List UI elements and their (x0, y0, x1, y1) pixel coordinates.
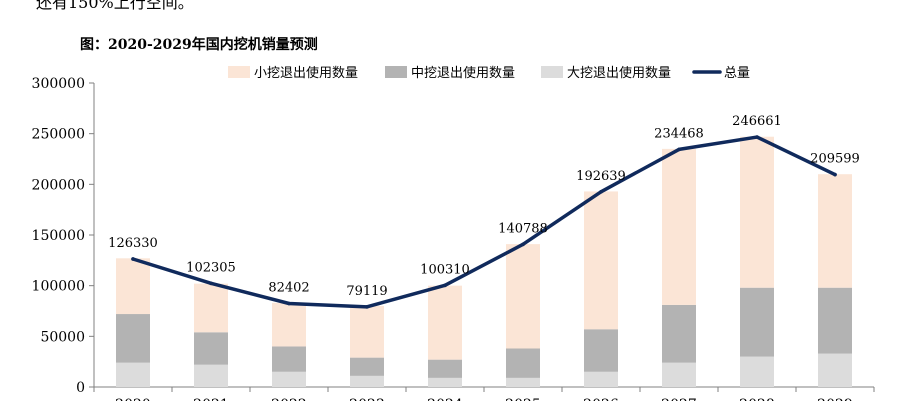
y-tick-label: 250000 (32, 127, 85, 143)
total-data-label: 209599 (810, 152, 860, 167)
total-line (131, 135, 837, 309)
bar-segment (662, 362, 696, 387)
bar-segment (584, 191, 618, 330)
intro-text: 还有150%上行空间。 (36, 0, 194, 12)
bar-segment (428, 359, 462, 378)
total-point (599, 189, 603, 194)
bar-segment (116, 362, 150, 387)
bar-segment (818, 287, 852, 354)
bar-segment (428, 377, 462, 387)
total-point (833, 172, 837, 177)
bar-segment (116, 258, 150, 315)
total-data-label: 192639 (576, 169, 626, 184)
legend-swatch (228, 66, 250, 78)
bar-segment (350, 357, 384, 376)
x-tick-label: 2025 (505, 397, 541, 401)
total-point (365, 305, 369, 309)
x-tick-label: 2020 (115, 397, 151, 401)
x-tick-label: 2023 (349, 397, 385, 401)
bar-segment (194, 283, 228, 333)
legend-swatch (385, 66, 407, 78)
bar-segment (584, 371, 618, 387)
x-tick-label: 2022 (271, 397, 307, 401)
bar-segment (662, 304, 696, 363)
chart-title: 图：2020-2029年国内挖机销量预测 (80, 37, 318, 53)
bar-segment (194, 364, 228, 387)
y-tick-label: 200000 (32, 177, 85, 193)
bar-segment (350, 375, 384, 387)
total-data-label: 102305 (186, 260, 236, 275)
total-point (677, 147, 681, 152)
total-point (521, 242, 525, 247)
legend-label: 中挖退出使用数量 (411, 65, 515, 81)
x-tick-label: 2024 (427, 397, 463, 401)
bar-segment (740, 136, 774, 288)
bar-segment (740, 356, 774, 387)
y-tick-label: 0 (76, 380, 85, 396)
x-tick-label: 2028 (739, 397, 775, 401)
total-data-label: 234468 (654, 126, 704, 141)
total-data-label: 246661 (732, 114, 782, 129)
total-data-label: 79119 (346, 284, 387, 299)
total-data-label: 140788 (498, 221, 548, 236)
bar-segment (662, 148, 696, 305)
total-data-label: 100310 (420, 262, 470, 277)
total-data-label: 126330 (108, 236, 158, 251)
legend-label: 总量 (724, 66, 750, 81)
bar-segment (506, 377, 540, 387)
bar-segment (116, 314, 150, 363)
bar-segment (194, 332, 228, 365)
x-tick-label: 2029 (817, 397, 853, 401)
x-tick-label: 2021 (193, 397, 229, 401)
bar-segment (818, 174, 852, 288)
bar-segment (350, 305, 384, 358)
y-tick-label: 50000 (40, 329, 85, 345)
total-data-label: 82402 (268, 280, 309, 295)
x-tick-label: 2027 (661, 397, 697, 401)
legend-swatch (541, 66, 563, 78)
bar-segment (818, 353, 852, 387)
bar-segment (740, 287, 774, 357)
y-tick-label: 150000 (32, 228, 85, 244)
x-tick-label: 2026 (583, 397, 619, 401)
bar-segment (506, 244, 540, 349)
legend-label: 小挖退出使用数量 (254, 65, 358, 81)
y-tick-label: 300000 (32, 76, 85, 92)
total-point (131, 257, 135, 261)
bar-segment (584, 329, 618, 372)
total-point (287, 301, 291, 306)
bar-segment (506, 348, 540, 378)
bar-segment (272, 371, 306, 387)
bar-segment (428, 285, 462, 360)
bar-segment (272, 302, 306, 347)
legend-label: 大挖退出使用数量 (567, 65, 671, 81)
total-point (209, 281, 213, 286)
y-tick-label: 100000 (32, 279, 85, 295)
total-point (755, 135, 759, 139)
total-point (443, 283, 447, 288)
bar-segment (272, 346, 306, 372)
